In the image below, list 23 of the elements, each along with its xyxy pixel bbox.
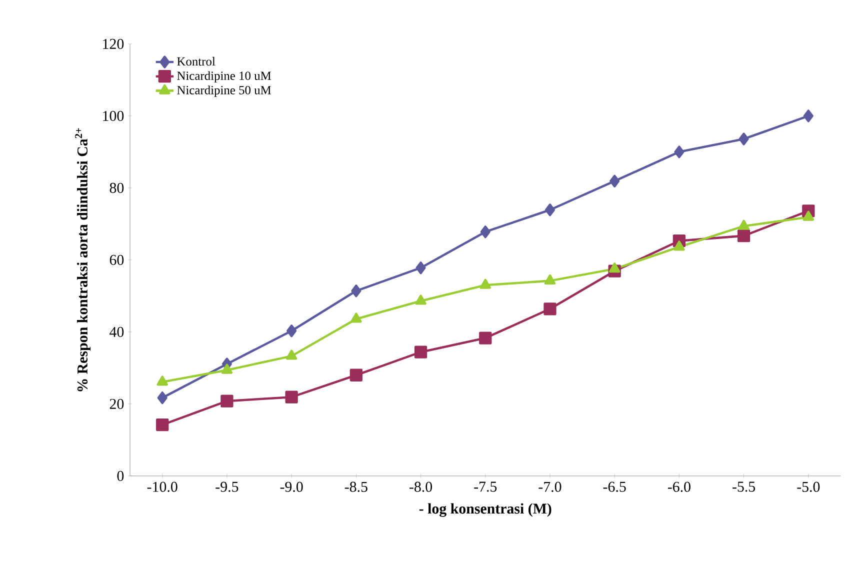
x-tick-label: -6.5	[603, 482, 626, 492]
x-tick-label: -7.0	[538, 482, 562, 492]
x-tick-label: -6.0	[668, 482, 690, 492]
y-tick-label: 40	[110, 326, 124, 337]
y-tick-label: 60	[110, 254, 124, 265]
x-tick-label: -8.0	[410, 482, 432, 492]
legend-label: Nicardipine 50 uM	[177, 86, 271, 97]
y-tick-label: 80	[110, 182, 124, 193]
x-tick-label: -8.5	[344, 482, 368, 492]
y-axis-title: % Respon kontraksi aorta diinduksi Ca$^{2+}$	[75, 128, 91, 392]
x-tick-label: -9.5	[216, 482, 238, 492]
y-tick-label: 20	[110, 398, 124, 409]
x-tick-label: -5.5	[732, 482, 756, 492]
x-tick-label: -9.0	[280, 482, 303, 492]
legend-label: Nicardipine 10 uM	[177, 71, 271, 83]
legend-label: Kontrol	[177, 56, 216, 66]
x-tick-label: -10.0	[147, 482, 178, 492]
y-tick-label: 0	[117, 470, 124, 481]
x-tick-label: -5.0	[797, 482, 820, 492]
x-tick-label: -7.5	[474, 482, 497, 492]
y-tick-label: 100	[103, 110, 124, 121]
y-tick-label: 120	[103, 38, 124, 49]
x-axis-title: - log konsentrasi (M)	[419, 503, 552, 517]
